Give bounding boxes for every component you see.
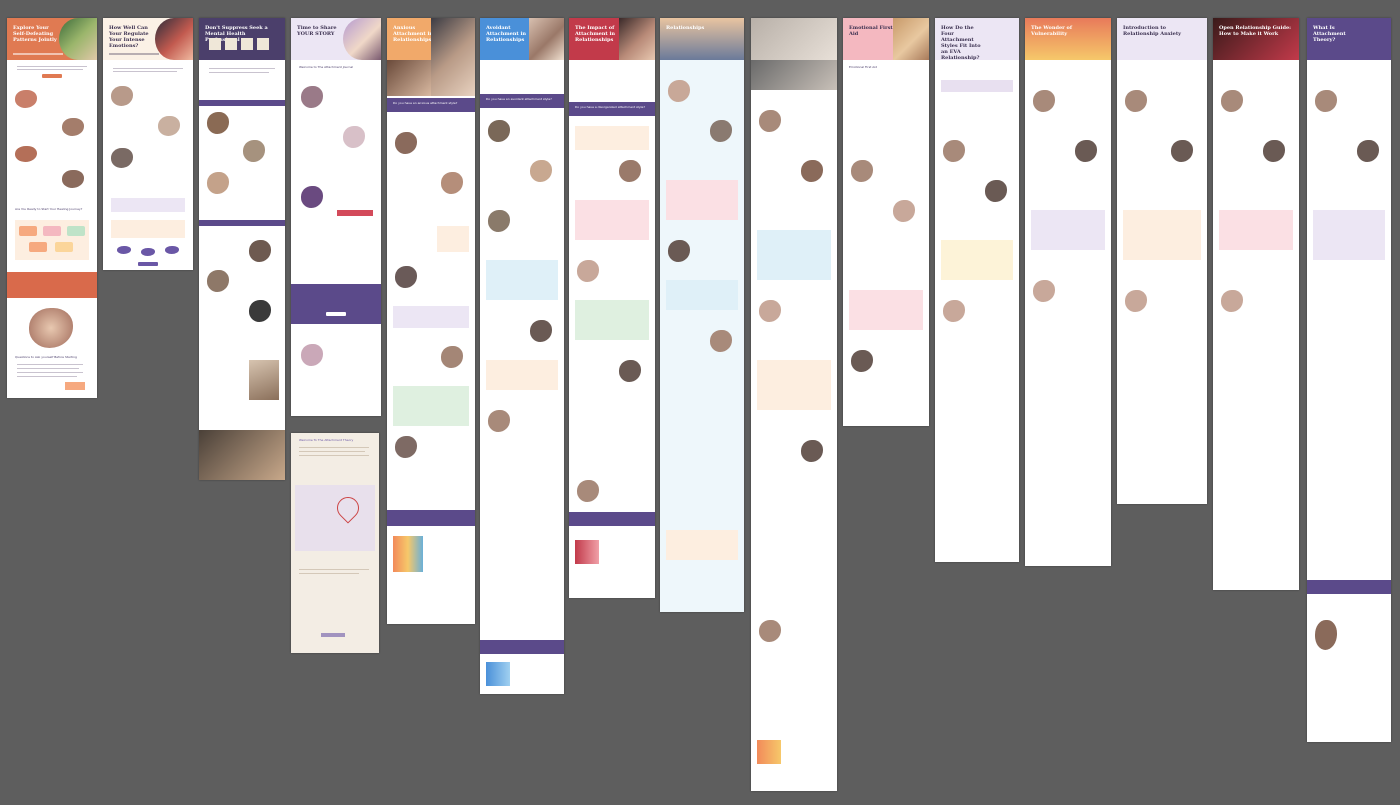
mockup-page-2[interactable]: How Well Can Your Regulate Your Intense … xyxy=(103,18,193,270)
mockup-page-welcome[interactable]: Welcome To The Attachment Theory xyxy=(291,433,379,653)
page-1-bottom: Questions to Ask yourself Before Startin… xyxy=(15,356,77,359)
page-11-title: How Do the Four Attachment Styles Fit In… xyxy=(941,25,981,60)
page-10-title: Emotional First Aid xyxy=(849,25,893,37)
mockup-page-15[interactable]: What Is Attachment Theory? xyxy=(1307,18,1391,742)
page-7-cta: Do you have a disorganized attachment st… xyxy=(575,106,645,109)
page-2-title: How Well Can Your Regulate Your Intense … xyxy=(109,25,149,49)
page-1-cta: Are You Ready to Start Your Healing Jour… xyxy=(15,208,83,211)
mockup-page-7[interactable]: The Impact of Attachment in Relationship… xyxy=(569,18,655,598)
mockup-page-4[interactable]: Time to Share YOUR STORY Welcome to The … xyxy=(291,18,381,416)
mockup-page-5[interactable]: Anxious Attachment in Relationships Do y… xyxy=(387,18,475,624)
mockup-page-8[interactable]: Relationships xyxy=(660,18,744,612)
page-6-cta: Do you have an avoidant attachment style… xyxy=(486,98,552,101)
mockup-page-1[interactable]: Explore Your Self-Defeating Patterns Joi… xyxy=(7,18,97,398)
page-12-title: The Wonder of Vulnerability xyxy=(1031,25,1072,37)
page-6-title: Avoidant Attachment in Relationships xyxy=(486,25,527,43)
page-10-heading: Emotional First Aid xyxy=(849,66,878,69)
page-13-title: Introduction to Relationship Anxiety xyxy=(1123,25,1182,37)
page-3-title: Don't Suppress Seek a Mental Health Prof… xyxy=(205,25,268,43)
page-4-title: Time to Share YOUR STORY xyxy=(297,25,337,37)
page-8-title: Relationships xyxy=(666,25,705,31)
page-4-heading: Welcome to The Attachment Journal xyxy=(299,66,354,69)
page-welcome-title: Welcome To The Attachment Theory xyxy=(299,439,354,442)
page-5-title: Anxious Attachment in Relationships xyxy=(393,25,434,43)
mockup-page-10[interactable]: Emotional First Aid Emotional First Aid xyxy=(843,18,929,426)
page-1-title: Explore Your Self-Defeating Patterns Joi… xyxy=(13,25,57,43)
mockup-page-3[interactable]: Don't Suppress Seek a Mental Health Prof… xyxy=(199,18,285,480)
mockup-page-13[interactable]: Introduction to Relationship Anxiety xyxy=(1117,18,1207,504)
page-15-title: What Is Attachment Theory? xyxy=(1313,25,1346,43)
page-7-title: The Impact of Attachment in Relationship… xyxy=(575,25,616,43)
mockup-page-9[interactable] xyxy=(751,18,837,791)
page-5-cta: Do you have an anxious attachment style? xyxy=(393,102,458,105)
page-14-title: Open Relationship Guide: How to Make it … xyxy=(1219,25,1291,37)
mockup-page-14[interactable]: Open Relationship Guide: How to Make it … xyxy=(1213,18,1299,590)
mockup-page-12[interactable]: The Wonder of Vulnerability xyxy=(1025,18,1111,566)
mockup-page-6[interactable]: Avoidant Attachment in Relationships Do … xyxy=(480,18,564,694)
mockup-page-11[interactable]: How Do the Four Attachment Styles Fit In… xyxy=(935,18,1019,562)
